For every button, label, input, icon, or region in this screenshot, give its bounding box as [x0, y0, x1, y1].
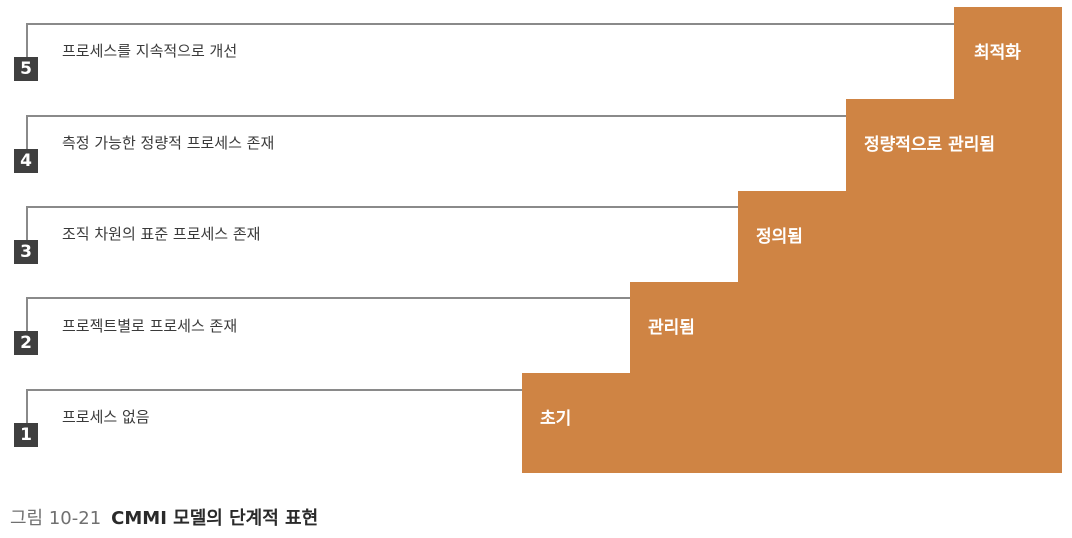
level-2-number: 2: [14, 331, 38, 355]
step-5-label: 최적화: [974, 43, 1021, 63]
level-1-guide-line: [26, 389, 522, 391]
level-5-guide-line: [26, 23, 954, 25]
step-3-block: [738, 191, 1062, 291]
figure-number: 그림 10-21: [10, 508, 102, 529]
level-5-number: 5: [14, 57, 38, 81]
step-1-label: 초기: [540, 409, 572, 429]
level-5-guide-tick: [26, 23, 28, 57]
step-4-block: [846, 99, 1062, 199]
figure-caption: 그림 10-21 CMMI 모델의 단계적 표현: [10, 504, 318, 530]
level-1-guide-tick: [26, 389, 28, 423]
step-1-block: [522, 373, 1062, 473]
step-5-block: [954, 7, 1062, 107]
level-5-description: 프로세스를 지속적으로 개선: [62, 42, 238, 60]
level-4-guide-tick: [26, 115, 28, 149]
level-1-number: 1: [14, 423, 38, 447]
step-2-label: 관리됨: [648, 318, 695, 338]
level-3-guide-tick: [26, 206, 28, 240]
step-2-block: [630, 282, 1062, 382]
step-4-label: 정량적으로 관리됨: [864, 135, 996, 155]
level-2-guide-line: [26, 297, 630, 299]
level-3-number: 3: [14, 240, 38, 264]
level-2-guide-tick: [26, 297, 28, 331]
step-3-label: 정의됨: [756, 227, 803, 247]
level-1-description: 프로세스 없음: [62, 408, 150, 426]
level-4-description: 측정 가능한 정량적 프로세스 존재: [62, 134, 275, 152]
level-3-guide-line: [26, 206, 738, 208]
level-2-description: 프로젝트별로 프로세스 존재: [62, 317, 238, 335]
level-4-guide-line: [26, 115, 846, 117]
level-3-description: 조직 차원의 표준 프로세스 존재: [62, 225, 261, 243]
figure-title: CMMI 모델의 단계적 표현: [111, 508, 319, 529]
level-4-number: 4: [14, 149, 38, 173]
